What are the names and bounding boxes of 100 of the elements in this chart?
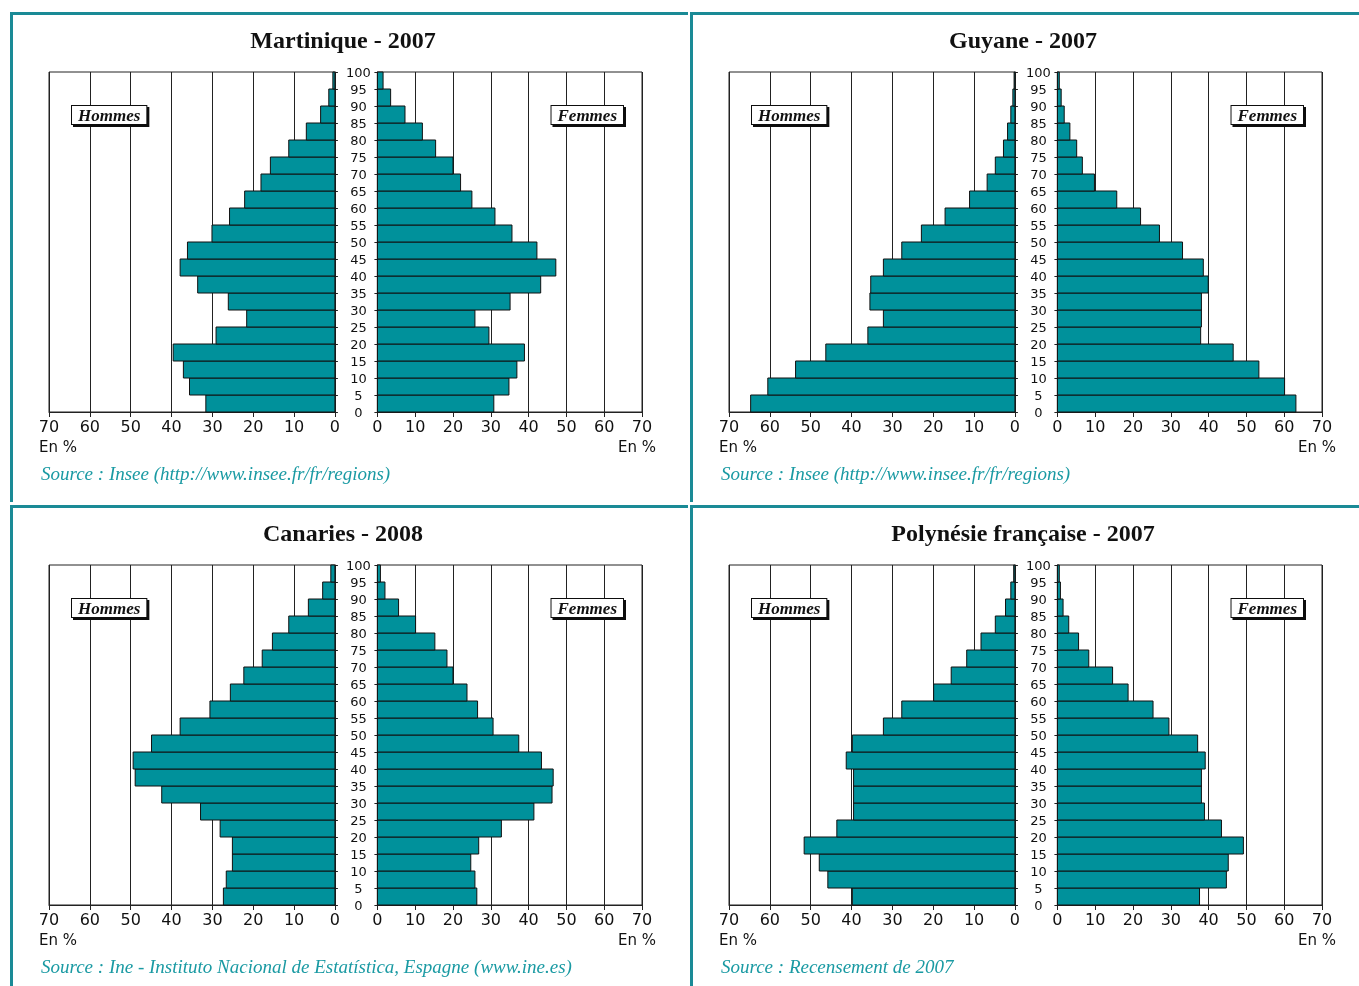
y-tick-label: 65 [1030, 183, 1047, 199]
x-tick-label: 50 [120, 909, 141, 929]
y-tick-label: 100 [1025, 557, 1051, 573]
x-tick-label: 40 [161, 416, 182, 436]
annotation: Hommes [77, 599, 141, 618]
y-tick-label: 55 [1030, 710, 1047, 726]
chart-title: Canaries - 2008 [262, 520, 424, 547]
y-tick-label: 75 [1030, 642, 1047, 658]
x-tick-label: 70 [1311, 909, 1333, 929]
y-tick-label: 65 [1030, 676, 1047, 692]
y-tick-label: 15 [350, 846, 367, 862]
y-tick-label: 70 [350, 166, 367, 182]
x-tick-label: 60 [759, 416, 781, 436]
y-tick-label: 15 [1030, 846, 1047, 862]
y-tick-label: 80 [1030, 625, 1047, 641]
x-tick-label: 50 [556, 416, 577, 436]
x-tick-label: 70 [38, 909, 60, 929]
y-tick-label: 10 [350, 370, 367, 386]
x-tick-label: 20 [442, 909, 464, 929]
y-tick-label: 20 [350, 829, 367, 845]
y-tick-label: 0 [354, 897, 363, 913]
x-tick-label: 40 [518, 909, 539, 929]
x-tick-label: 60 [759, 909, 781, 929]
y-tick-label: 35 [350, 778, 367, 794]
source-note: Source : Insee (http://www.insee.fr/fr/regions) [41, 463, 391, 485]
y-tick-label: 25 [1030, 812, 1047, 828]
x-tick-label: 70 [718, 909, 740, 929]
y-tick-label: 0 [354, 404, 363, 420]
y-tick-label: 75 [1030, 149, 1047, 165]
x-tick-label: 30 [1160, 416, 1181, 436]
x-tick-label: 10 [283, 909, 305, 929]
y-tick-label: 25 [1030, 319, 1047, 335]
x-tick-label: 60 [79, 416, 101, 436]
y-tick-label: 70 [1030, 659, 1047, 675]
annotation: Femmes [556, 599, 618, 618]
y-tick-label: 20 [350, 336, 367, 352]
x-tick-label: 70 [631, 416, 653, 436]
y-tick-label: 15 [1030, 353, 1047, 369]
x-tick-label: 10 [963, 909, 985, 929]
y-tick-label: 55 [350, 710, 367, 726]
x-tick-label: 20 [442, 416, 464, 436]
x-axis-title: En % [617, 930, 657, 949]
x-axis-title: En % [719, 437, 758, 456]
annotation: Femmes [556, 106, 618, 125]
annotation: Hommes [757, 106, 821, 125]
y-tick-label: 55 [1030, 217, 1047, 233]
x-tick-label: 50 [1236, 909, 1257, 929]
x-tick-label: 50 [556, 909, 577, 929]
x-tick-label: 40 [841, 909, 862, 929]
y-tick-label: 60 [1030, 200, 1047, 216]
chart-title: Polynésie française - 2007 [890, 520, 1156, 547]
y-tick-label: 85 [350, 608, 367, 624]
y-tick-label: 45 [350, 251, 367, 267]
y-tick-label: 95 [350, 574, 367, 590]
y-tick-label: 75 [350, 149, 367, 165]
y-tick-label: 20 [1030, 336, 1047, 352]
x-tick-label: 60 [1274, 909, 1295, 929]
x-tick-label: 30 [882, 909, 903, 929]
y-tick-label: 30 [1030, 302, 1047, 318]
y-tick-label: 60 [350, 693, 367, 709]
x-tick-label: 40 [518, 416, 539, 436]
y-tick-label: 40 [350, 761, 367, 777]
y-tick-label: 30 [350, 795, 367, 811]
chart-title: Martinique - 2007 [249, 27, 437, 54]
x-tick-label: 50 [800, 909, 821, 929]
y-tick-label: 85 [1030, 608, 1047, 624]
x-tick-label: 20 [1122, 416, 1144, 436]
x-tick-label: 20 [923, 909, 944, 929]
y-tick-label: 100 [345, 557, 371, 573]
x-tick-label: 40 [161, 909, 182, 929]
x-tick-label: 60 [1274, 416, 1295, 436]
y-tick-label: 65 [350, 183, 367, 199]
x-axis-title: En % [1297, 437, 1337, 456]
y-tick-label: 40 [350, 268, 367, 284]
y-tick-label: 30 [1030, 795, 1047, 811]
x-tick-label: 30 [202, 909, 223, 929]
x-tick-label: 10 [963, 416, 985, 436]
x-tick-label: 50 [1236, 416, 1257, 436]
y-tick-label: 95 [1030, 574, 1047, 590]
y-tick-label: 5 [354, 880, 363, 896]
x-tick-label: 10 [1085, 416, 1106, 436]
x-tick-label: 0 [329, 416, 340, 436]
x-tick-label: 70 [1311, 416, 1333, 436]
y-tick-label: 95 [1030, 81, 1047, 97]
y-tick-label: 95 [350, 81, 367, 97]
y-tick-label: 40 [1030, 761, 1047, 777]
x-tick-label: 10 [405, 909, 426, 929]
y-tick-label: 90 [350, 98, 367, 114]
y-tick-label: 50 [1030, 727, 1047, 743]
x-tick-label: 10 [1085, 909, 1106, 929]
x-tick-label: 30 [1160, 909, 1181, 929]
y-tick-label: 90 [1030, 98, 1047, 114]
x-tick-label: 10 [405, 416, 426, 436]
x-tick-label: 50 [800, 416, 821, 436]
x-axis-title: En % [617, 437, 657, 456]
y-tick-label: 10 [1030, 863, 1047, 879]
x-tick-label: 40 [841, 416, 862, 436]
source-note: Source : Ine - Instituto Nacional de Estatística, Espagne (www.ine.es) [41, 956, 572, 978]
y-tick-label: 70 [350, 659, 367, 675]
y-tick-label: 40 [1030, 268, 1047, 284]
